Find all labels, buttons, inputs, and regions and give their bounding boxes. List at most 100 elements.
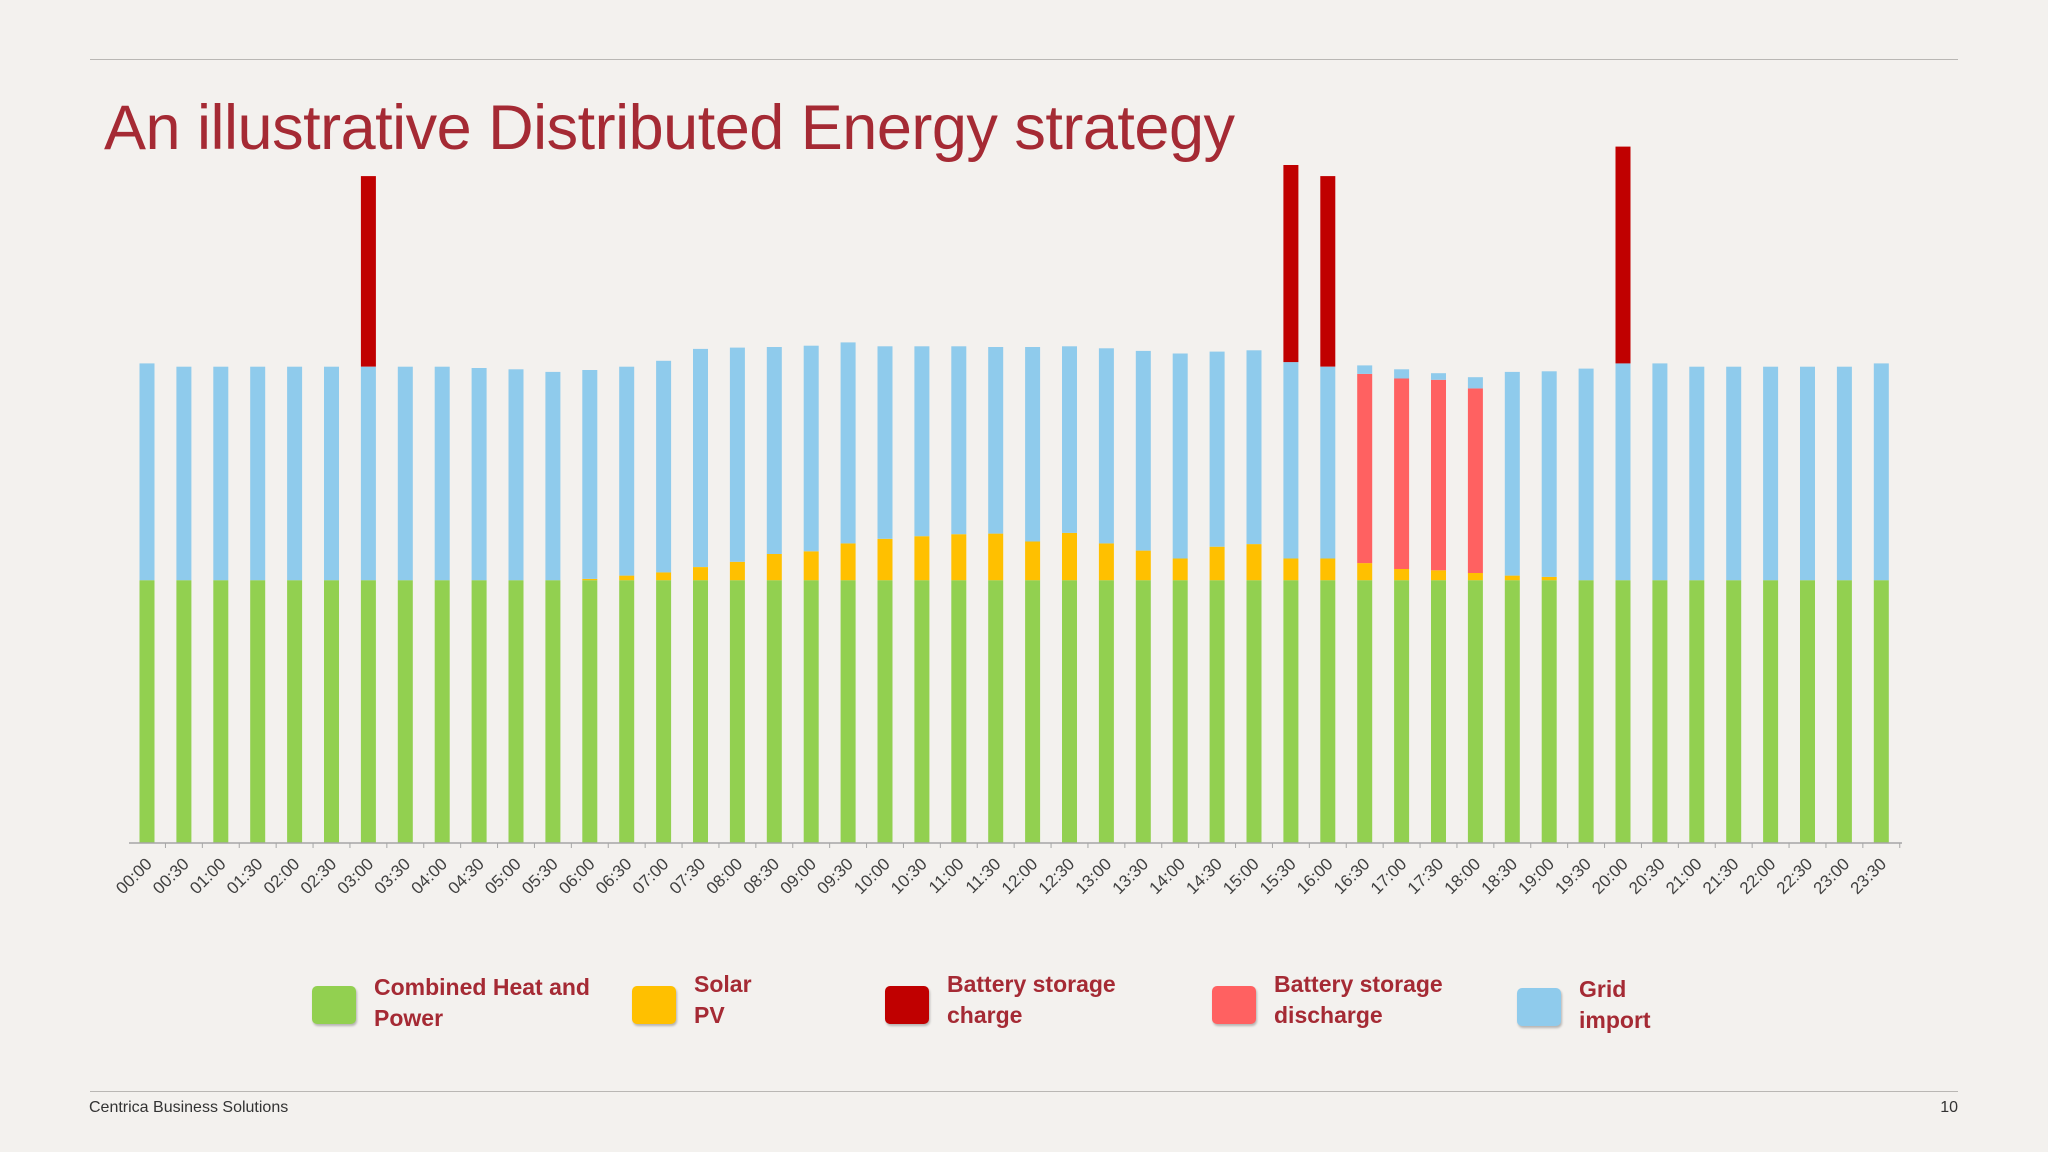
bar-chp-1930 (1578, 580, 1594, 843)
bar-solar-1130 (988, 533, 1004, 581)
x-tick-label: 20:30 (1625, 854, 1669, 898)
bar-chp-2200 (1763, 580, 1779, 843)
bar-chp-0530 (545, 580, 561, 843)
x-tick-label: 13:30 (1109, 854, 1153, 898)
bar-chp-2300 (1836, 580, 1852, 843)
bottom-rule (90, 1091, 1958, 1092)
bar-discharge-1630 (1357, 373, 1373, 564)
bar-grid-1200 (1025, 347, 1041, 542)
bar-chp-1130 (988, 580, 1004, 843)
x-tick-label: 14:30 (1182, 854, 1226, 898)
bar-chp-0630 (619, 580, 635, 843)
bar-grid-0500 (508, 369, 524, 581)
x-tick-label: 17:00 (1367, 854, 1411, 898)
bar-grid-0400 (434, 366, 450, 581)
x-tick-label: 07:30 (666, 854, 710, 898)
bar-chp-1630 (1357, 580, 1373, 843)
x-tick-label: 12:30 (1035, 854, 1079, 898)
legend-swatch-charge (885, 986, 929, 1024)
bar-chp-2030 (1652, 580, 1668, 843)
bar-grid-1500 (1246, 350, 1262, 545)
x-tick-label: 01:00 (186, 854, 230, 898)
x-tick-label: 23:30 (1847, 854, 1891, 898)
bar-chp-0700 (656, 580, 672, 843)
bar-solar-0730 (693, 567, 708, 581)
x-tick-label: 05:00 (481, 854, 525, 898)
legend-label-discharge: Battery storage discharge (1274, 971, 1443, 1028)
bar-solar-0830 (766, 553, 782, 581)
bar-chp-0900 (803, 580, 819, 843)
legend-label-solar: Solar PV (694, 971, 752, 1028)
bar-grid-0100 (213, 366, 229, 581)
bar-solar-1300 (1098, 543, 1114, 581)
x-tick-label: 16:00 (1293, 854, 1337, 898)
x-tick-label: 00:30 (149, 854, 193, 898)
bar-solar-1000 (877, 538, 893, 581)
bar-solar-0600 (582, 578, 598, 581)
x-tick-label: 11:30 (962, 854, 1005, 897)
x-tick-label: 11:00 (925, 854, 968, 897)
bar-chp-1330 (1135, 580, 1151, 843)
bar-grid-0030 (176, 366, 192, 581)
legend-swatch-discharge (1212, 986, 1256, 1024)
x-tick-label: 09:30 (813, 854, 857, 898)
bar-solar-1500 (1246, 544, 1262, 581)
x-tick-label: 22:30 (1773, 854, 1817, 898)
bar-grid-1300 (1098, 348, 1114, 544)
bar-grid-0630 (619, 366, 635, 576)
x-tick-label: 04:30 (444, 854, 488, 898)
bar-chp-1600 (1320, 580, 1336, 843)
bar-chp-0200 (287, 580, 303, 843)
bar-grid-0430 (471, 368, 487, 581)
bar-chp-1430 (1209, 580, 1225, 843)
bar-chp-0300 (360, 580, 376, 843)
x-tick-label: 19:00 (1515, 854, 1559, 898)
x-tick-label: 06:00 (555, 854, 599, 898)
bar-chp-1200 (1025, 580, 1041, 843)
bar-chp-0730 (693, 580, 708, 843)
bar-chp-1230 (1062, 580, 1077, 843)
x-tick-label: 22:00 (1736, 854, 1780, 898)
x-tick-label: 13:00 (1072, 854, 1116, 898)
x-tick-label: 02:00 (260, 854, 304, 898)
bar-grid-0730 (693, 348, 708, 567)
bar-grid-1630 (1357, 365, 1373, 374)
x-tick-label: 02:30 (297, 854, 341, 898)
bar-charge-1530 (1283, 165, 1299, 363)
x-tick-label: 00:00 (112, 854, 156, 898)
bar-grid-1230 (1062, 346, 1077, 533)
page-title: An illustrative Distributed Energy strat… (104, 93, 1235, 163)
legend-swatch-chp (312, 986, 356, 1024)
bar-grid-1730 (1431, 373, 1446, 380)
bar-chp-1830 (1504, 580, 1520, 843)
bar-grid-0800 (729, 347, 745, 562)
footer-page-number: 10 (1940, 1099, 1958, 1116)
bar-grid-0830 (766, 347, 782, 554)
bar-solar-1630 (1357, 563, 1373, 581)
bar-solar-1600 (1320, 558, 1336, 581)
bar-chp-1000 (877, 580, 893, 843)
legend-swatch-solar (632, 986, 676, 1024)
x-tick-label: 04:00 (408, 854, 452, 898)
x-tick-label: 15:00 (1219, 854, 1263, 898)
legend-label-charge: Battery storage charge (947, 971, 1116, 1028)
bar-chp-0430 (471, 580, 487, 843)
bar-solar-1700 (1394, 569, 1410, 581)
bar-chp-0030 (176, 580, 192, 843)
bar-grid-0700 (656, 360, 672, 573)
bar-chp-1800 (1467, 580, 1483, 843)
bar-solar-1730 (1431, 570, 1446, 581)
bar-discharge-1800 (1467, 388, 1483, 573)
bar-grid-0900 (803, 345, 819, 552)
x-tick-label: 01:30 (223, 854, 267, 898)
x-tick-label: 14:00 (1146, 854, 1190, 898)
bar-grid-1030 (914, 346, 930, 537)
bar-solar-1230 (1062, 532, 1077, 581)
x-tick-label: 03:30 (371, 854, 415, 898)
bar-chp-0500 (508, 580, 524, 843)
bar-solar-1030 (914, 536, 930, 581)
bar-chp-0100 (213, 580, 229, 843)
bar-grid-2100 (1689, 366, 1705, 581)
bar-chp-0800 (729, 580, 745, 843)
bar-grid-2230 (1800, 366, 1815, 581)
